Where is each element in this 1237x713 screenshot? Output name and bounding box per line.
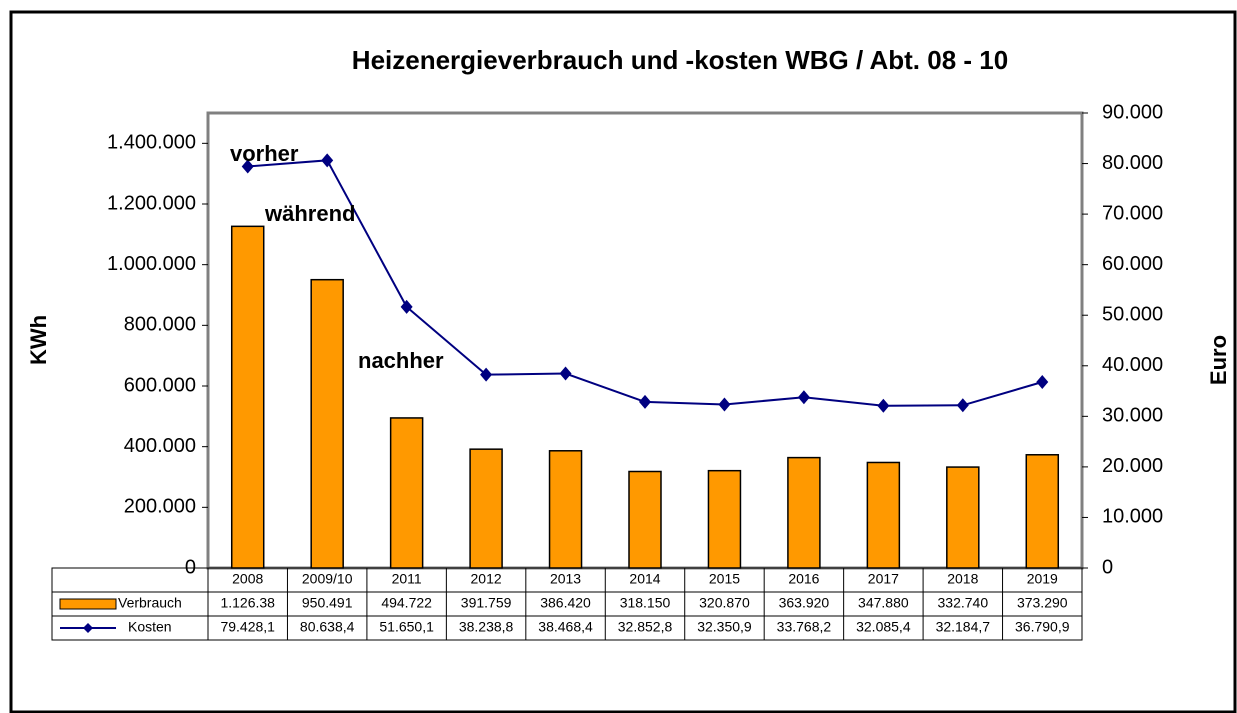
bar [707,469,742,569]
y2-tick-label: 50.000 [1102,304,1163,326]
y-tick-label: 1.200.000 [107,192,196,214]
y-tick-label: 200.000 [124,496,196,518]
table-value: 79.428,1 [220,619,275,635]
y2-tick-label: 90.000 [1102,101,1163,123]
marker [797,390,810,405]
table-value: 38.468,4 [538,619,593,635]
x-tick-label: 2009/10 [302,571,353,587]
legend-label: Kosten [128,619,172,635]
y-tick-label: 400.000 [124,435,196,457]
bar [230,225,265,569]
x-tick-label: 2013 [550,571,581,587]
bar [548,450,583,569]
marker [480,367,493,382]
table-value: 320.870 [699,595,750,611]
table-value: 33.768,2 [777,619,832,635]
x-tick-label: 2015 [709,571,740,587]
y2-tick-label: 40.000 [1102,354,1163,376]
x-tick-label: 2016 [788,571,819,587]
marker [639,394,651,409]
bar [946,466,980,569]
table-value: 386.420 [540,595,591,611]
y-tick-label: 600.000 [124,374,196,396]
bar [389,417,424,569]
table-value: 80.638,4 [300,619,355,635]
marker [400,299,413,314]
marker [718,397,731,412]
legend-marker [83,623,93,633]
x-tick-label: 2017 [868,571,899,587]
x-tick-label: 2014 [629,571,660,587]
table-value: 494.722 [381,595,432,611]
y2-axis-label: Euro [1206,335,1231,385]
table-value: 347.880 [858,595,909,611]
table-value: 32.085,4 [856,619,911,635]
bar [310,278,344,569]
table-value: 32.184,7 [936,619,991,635]
marker [877,398,890,413]
y2-tick-label: 30.000 [1102,405,1163,427]
x-tick-label: 2018 [947,571,978,587]
table-value: 51.650,1 [379,619,434,635]
y2-tick-label: 0 [1102,556,1113,578]
x-tick-label: 2019 [1027,571,1058,587]
legend-label: Verbrauch [118,595,182,611]
y-tick-label: 0 [185,556,196,578]
annotation: nachher [358,348,444,373]
marker [956,398,969,413]
bar [787,456,821,569]
table-value: 950.491 [302,595,353,611]
table-value: 373.290 [1017,595,1068,611]
table-value: 32.852,8 [618,619,673,635]
table-value: 391.759 [461,595,512,611]
y-tick-label: 800.000 [124,314,196,336]
table-value: 318.150 [620,595,671,611]
table-value: 36.790,9 [1015,619,1070,635]
x-tick-label: 2012 [471,571,502,587]
bar [628,470,662,569]
table-value: 363.920 [779,595,830,611]
table-value: 38.238,8 [459,619,514,635]
y-tick-label: 1.000.000 [107,253,196,275]
x-tick-label: 2008 [232,571,263,587]
annotation: während [264,201,355,226]
legend-swatch [59,598,117,610]
table-value: 332.740 [938,595,989,611]
x-tick-label: 2011 [392,571,422,587]
bar [1025,454,1060,569]
marker [1036,375,1049,390]
marker [321,153,334,168]
table-value: 1.126.38 [220,595,275,611]
y2-tick-label: 80.000 [1102,152,1163,174]
marker [559,366,572,381]
marker [241,159,254,174]
y2-tick-label: 70.000 [1102,202,1163,224]
y-axis-label: KWh [26,315,51,365]
chart-title: Heizenergieverbrauch und -kosten WBG / A… [352,45,1008,75]
y2-tick-label: 10.000 [1102,506,1163,528]
bar [866,461,901,569]
y-tick-label: 1.400.000 [107,132,196,154]
annotation: vorher [230,141,299,166]
y2-tick-label: 20.000 [1102,455,1163,477]
table-value: 32.350,9 [697,619,752,635]
bar [469,448,503,569]
y2-tick-label: 60.000 [1102,253,1163,275]
